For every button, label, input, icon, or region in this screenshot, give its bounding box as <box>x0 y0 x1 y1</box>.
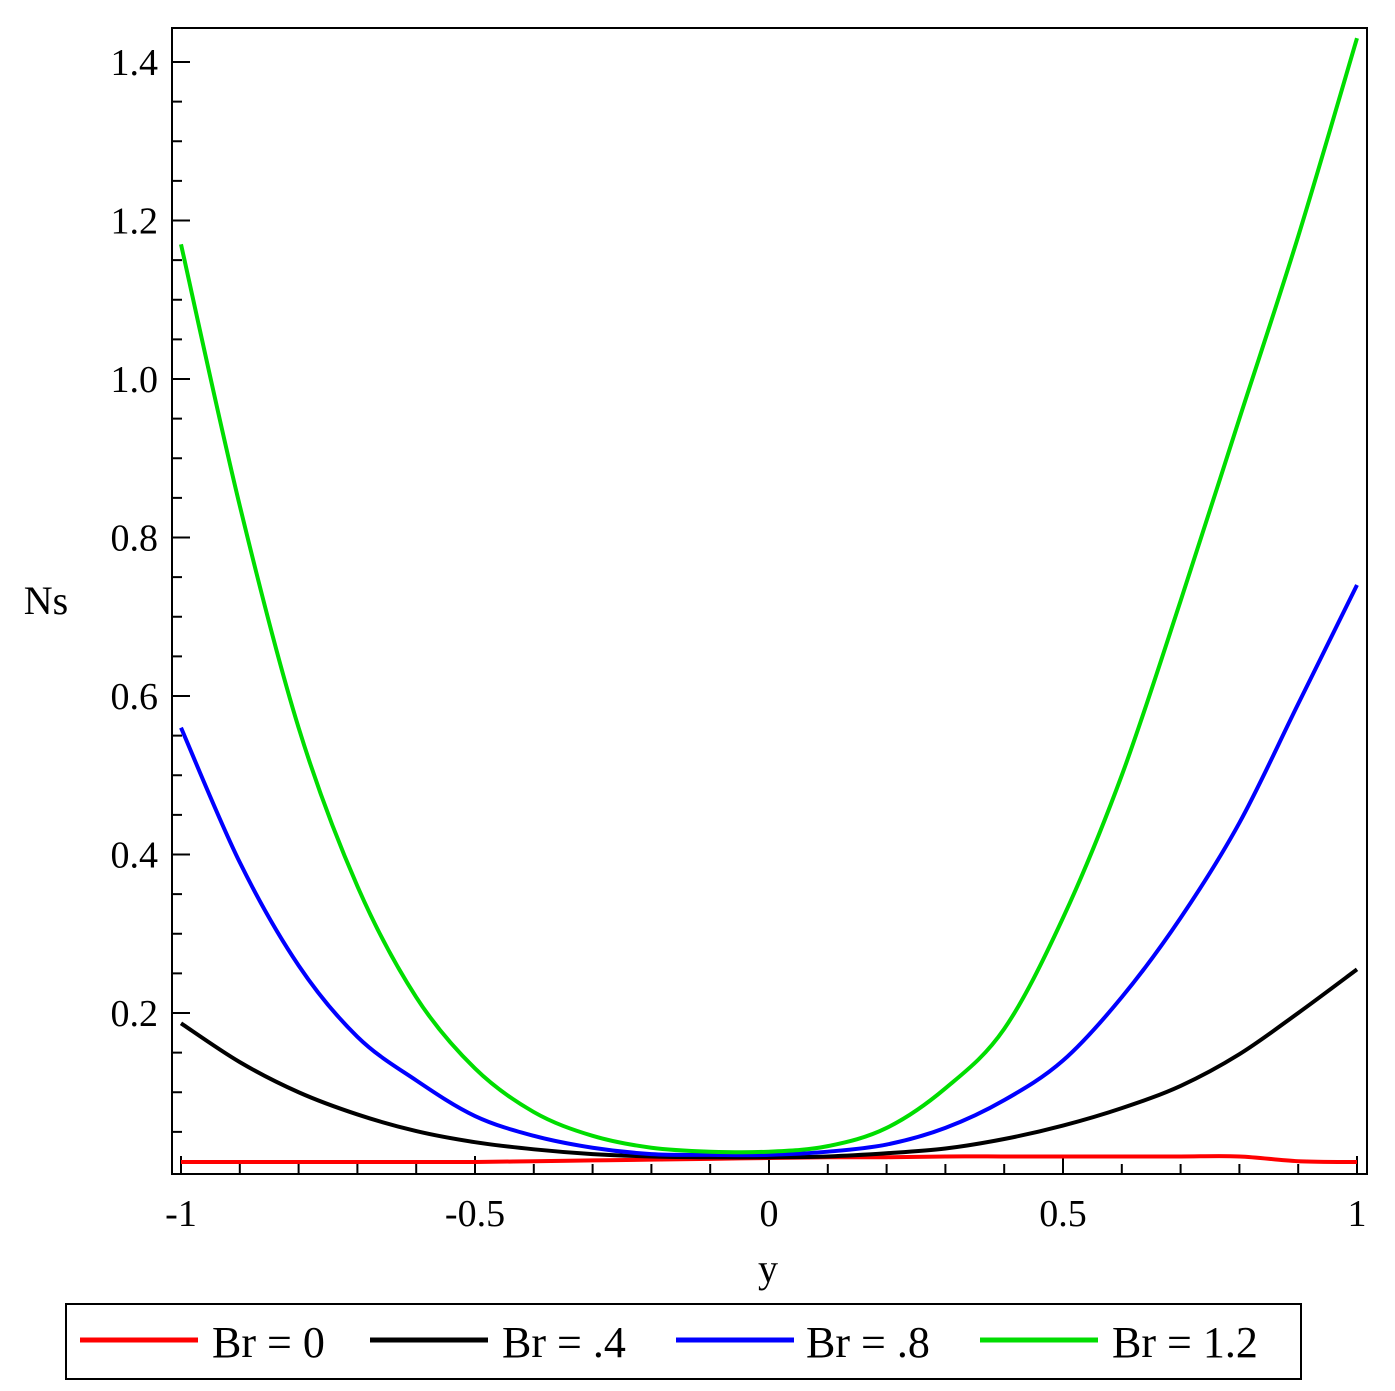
legend-label-3: Br = 1.2 <box>1112 1318 1258 1367</box>
x-tick-label: 0.5 <box>1039 1193 1087 1235</box>
legend-label-0: Br = 0 <box>212 1318 325 1367</box>
series-line-1 <box>179 967 1359 1160</box>
y-tick-label: 1.4 <box>111 42 159 84</box>
x-tick-label: -1 <box>165 1193 197 1235</box>
x-tick-label: 0 <box>760 1193 779 1235</box>
x-axis-label: y <box>758 1246 778 1291</box>
y-tick-label: 0.6 <box>111 676 159 718</box>
series-line-3 <box>179 37 1359 1155</box>
y-tick-label: 1.0 <box>111 359 159 401</box>
x-tick-label: -0.5 <box>445 1193 505 1235</box>
legend: Br = 0 Br = .4 Br = .8 Br = 1.2 <box>80 1318 1258 1367</box>
y-axis-label: Ns <box>24 578 68 623</box>
y-tick-label: 0.4 <box>111 835 159 877</box>
y-tick-label: 0.2 <box>111 993 159 1035</box>
legend-label-1: Br = .4 <box>502 1318 626 1367</box>
y-tick-label: 1.2 <box>111 201 159 243</box>
axis-ticks: -1 -0.5 0 0.5 1 0.2 0.4 0.6 0.8 1.0 1.2 1.4 <box>111 42 1367 1235</box>
series-lines <box>179 37 1359 1165</box>
series-line-2 <box>179 584 1359 1158</box>
legend-label-2: Br = .8 <box>806 1318 930 1367</box>
x-tick-label: 1 <box>1348 1193 1367 1235</box>
y-tick-label: 0.8 <box>111 518 159 560</box>
